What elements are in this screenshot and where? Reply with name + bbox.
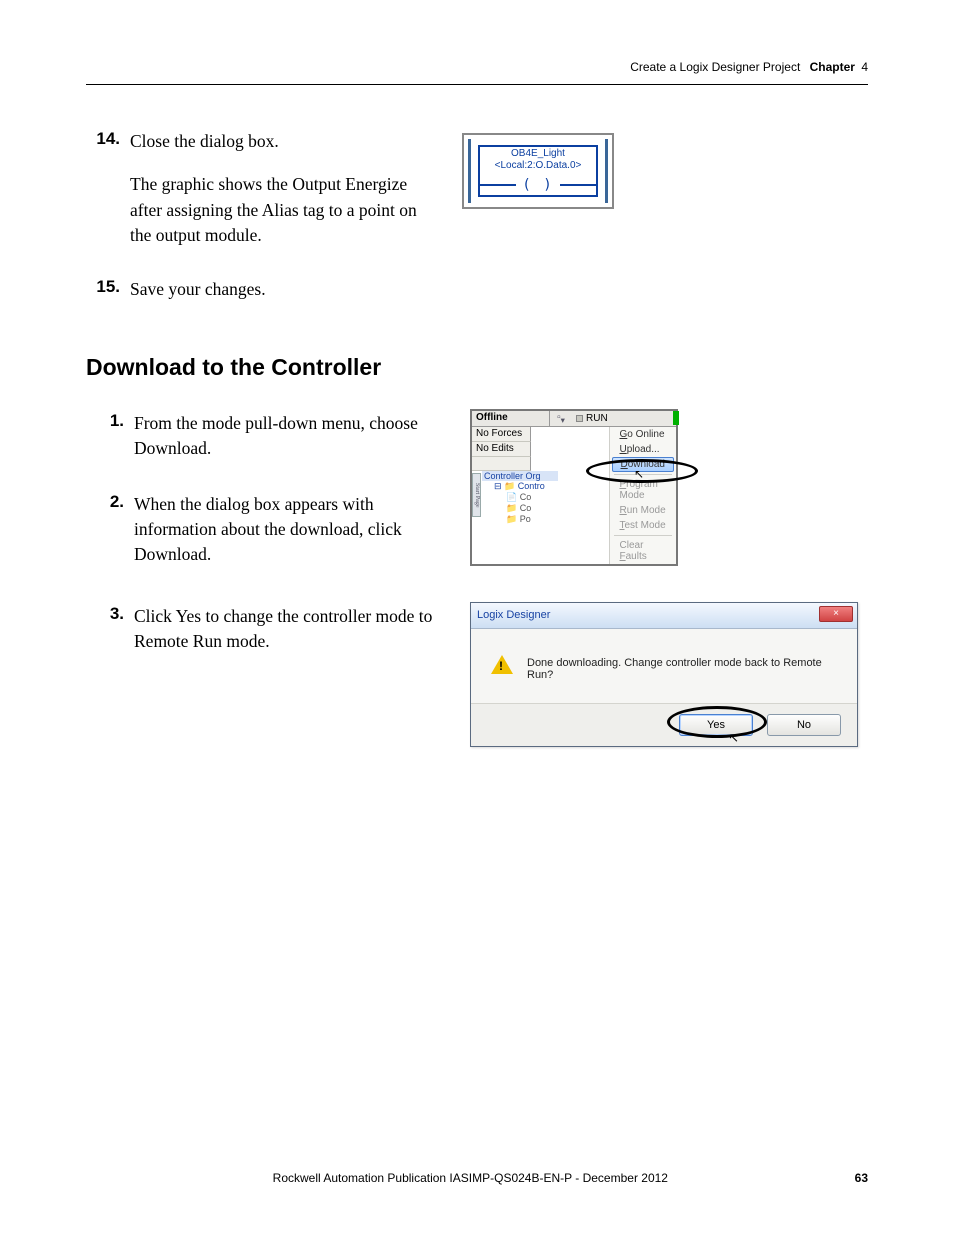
mode-dropdown-icon[interactable]: ▫▾ [550, 411, 572, 427]
ladder-tag-name: OB4E_Light [511, 148, 565, 160]
page-footer: Rockwell Automation Publication IASIMP-Q… [86, 1171, 868, 1185]
status-edits: No Edits [472, 442, 531, 457]
tree-root[interactable]: Controller Org [482, 471, 558, 481]
step-14-detail: The graphic shows the Output Energize af… [130, 172, 430, 248]
cursor-icon: ↖ [634, 467, 644, 482]
tree-node[interactable]: 📄 Co [482, 492, 558, 503]
status-forces: No Forces [472, 427, 531, 442]
dialog-close-button[interactable]: × [819, 606, 853, 622]
step-number: 15. [86, 277, 130, 302]
figure-confirm-dialog: Logix Designer × Done downloading. Chang… [470, 602, 858, 747]
menu-run-mode: Run Mode [610, 503, 677, 518]
menu-upload[interactable]: Upload... [610, 442, 677, 457]
no-button[interactable]: No [767, 714, 841, 736]
step-b3: 3. Click Yes to change the controller mo… [100, 604, 460, 655]
warning-icon [491, 655, 513, 674]
step-text: Save your changes. [130, 277, 266, 302]
dialog-title: Logix Designer [477, 609, 550, 621]
dialog-titlebar: Logix Designer × [471, 603, 857, 629]
run-status: RUN [572, 411, 676, 427]
step-b1: 1. From the mode pull-down menu, choose … [100, 411, 460, 462]
dialog-message: Done downloading. Change controller mode… [527, 657, 837, 681]
tree-node[interactable]: 📁 Po [482, 514, 558, 525]
tree-node[interactable]: 📁 Co [482, 503, 558, 514]
page-header: Create a Logix Designer Project Chapter … [86, 60, 868, 85]
step-text: When the dialog box appears with informa… [134, 492, 434, 568]
cursor-icon: ↖ [728, 730, 739, 746]
step-number: 1. [100, 411, 134, 462]
menu-test-mode: Test Mode [610, 518, 677, 533]
ladder-alias: <Local:2:O.Data.0> [495, 160, 582, 172]
tree-node[interactable]: ⊟ 📁 Contro [482, 481, 558, 492]
output-coil-icon: ( ) [522, 177, 553, 193]
step-b2: 2. When the dialog box appears with info… [100, 492, 460, 568]
menu-clear-faults: Clear Faults [610, 538, 677, 564]
menu-go-online[interactable]: Go Online [610, 427, 677, 442]
run-label: RUN [586, 413, 608, 424]
doc-title: Create a Logix Designer Project [630, 60, 800, 74]
figure-download-menu: Offline ▫▾ RUN No Forces No Edits Go Onl… [470, 409, 678, 566]
yes-button[interactable]: Yes [679, 714, 753, 736]
chapter-label: Chapter [810, 60, 855, 74]
step-14: 14. Close the dialog box. [86, 129, 446, 154]
step-text: Click Yes to change the controller mode … [134, 604, 434, 655]
step-number: 3. [100, 604, 134, 655]
step-15: 15. Save your changes. [86, 277, 868, 302]
page-number: 63 [855, 1171, 868, 1185]
status-offline[interactable]: Offline [472, 411, 550, 427]
step-number: 2. [100, 492, 134, 568]
step-number: 14. [86, 129, 130, 154]
step-text: From the mode pull-down menu, choose Dow… [134, 411, 434, 462]
section-heading: Download to the Controller [86, 354, 868, 381]
publication-info: Rockwell Automation Publication IASIMP-Q… [86, 1171, 855, 1185]
start-page-tab[interactable]: Start Page [472, 473, 481, 517]
figure-ladder-element: ▪ ▪ ▪ ▪ ▪ ▪ OB4E_Light <Local:2:O.Data.0… [462, 133, 614, 209]
step-text: Close the dialog box. [130, 129, 279, 154]
chapter-number: 4 [861, 60, 868, 74]
